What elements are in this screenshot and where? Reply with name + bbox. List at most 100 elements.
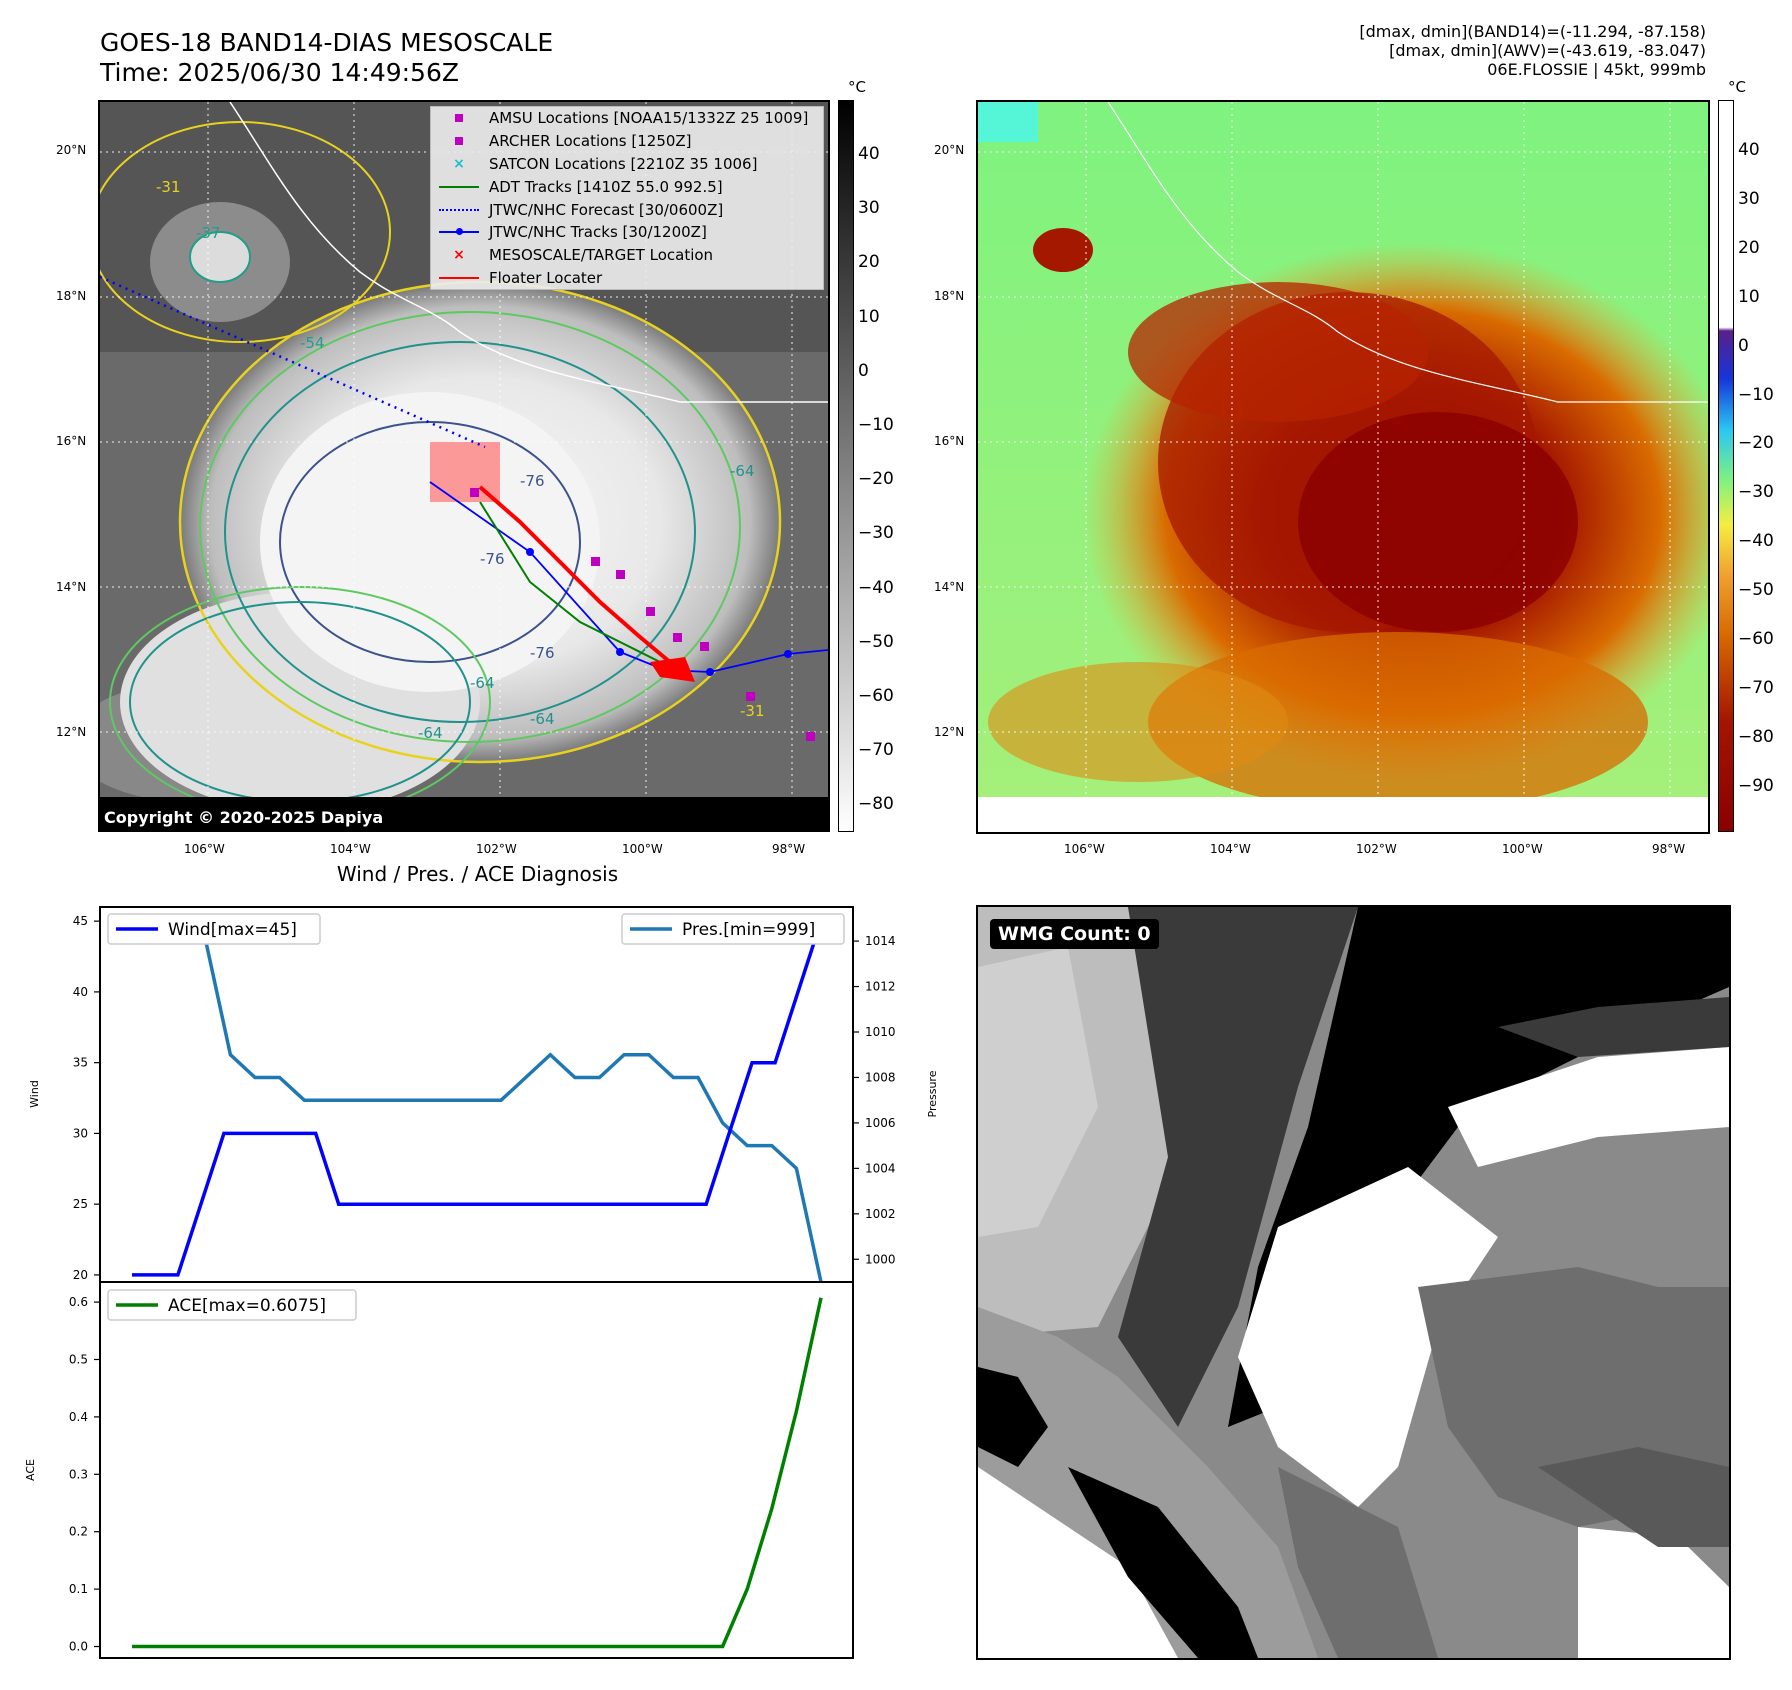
- lat-label: 12°N: [934, 725, 965, 739]
- pressure-legend-box: [621, 913, 845, 945]
- lat-label: 14°N: [934, 580, 965, 594]
- awv-colorbar-tick: −40: [1738, 531, 1774, 552]
- info-line2: [dmax, dmin](AWV)=(-43.619, -83.047): [1389, 41, 1706, 60]
- lon-label: 100°W: [622, 842, 663, 856]
- awv-colorbar-tick: −90: [1738, 775, 1774, 796]
- pressure-axis-tick-label: 1002: [865, 1207, 896, 1221]
- ace-axis-tick-label: 0.4: [69, 1410, 88, 1424]
- lat-label: 12°N: [56, 725, 87, 739]
- contour-label: -76: [530, 644, 555, 662]
- ir-colorbar-tick: 30: [858, 198, 880, 219]
- intensity-info: [dmax, dmin](BAND14)=(-11.294, -87.158) …: [1359, 22, 1706, 79]
- ace-axis-tick-label: 0.6: [69, 1295, 88, 1309]
- lon-label: 104°W: [1210, 842, 1251, 856]
- lon-label: 106°W: [1064, 842, 1105, 856]
- info-line3: 06E.FLOSSIE | 45kt, 999mb: [1487, 60, 1706, 79]
- ir-colorbar-tick: −10: [858, 415, 894, 435]
- wind-plot-frame: [99, 906, 854, 1283]
- lon-label: 98°W: [772, 842, 806, 856]
- contour-label: -76: [480, 550, 505, 568]
- pressure-axis-tick-label: 1000: [865, 1252, 896, 1266]
- legend-label: JTWC/NHC Forecast [30/0600Z]: [489, 200, 724, 219]
- awv-map-panel: [976, 100, 1710, 834]
- wmg-count-label: WMG Count: 0: [990, 919, 1159, 949]
- legend-entry: × MESOSCALE/TARGET Location: [453, 246, 714, 265]
- wind-axis-label: Wind: [28, 1080, 41, 1108]
- wind-axis-tick-label: 45: [73, 914, 88, 928]
- info-line1: [dmax, dmin](BAND14)=(-11.294, -87.158): [1359, 22, 1706, 41]
- ace-legend-label: ACE[max=0.6075]: [168, 1296, 326, 1316]
- lon-label: 106°W: [184, 842, 225, 856]
- contour-label: -64: [418, 724, 443, 742]
- wmg-image: [978, 907, 1729, 1658]
- pressure-axis-tick-label: 1008: [865, 1070, 896, 1084]
- ir-colorbar-tick: 0: [858, 360, 869, 381]
- title-line2: Time: 2025/06/30 14:49:56Z: [100, 58, 459, 87]
- pressure-axis-tick-label: 1006: [865, 1116, 896, 1130]
- ir-colorbar-tick: −30: [858, 523, 894, 544]
- wind-legend-box: [107, 913, 321, 945]
- ir-colorbar: [838, 100, 854, 832]
- ir-map-panel: Copyright © 2020-2025 Dapiya -31 -37 -54…: [98, 100, 830, 832]
- pressure-legend-label: Pres.[min=999]: [682, 920, 815, 940]
- ace-legend-box: [107, 1289, 357, 1321]
- wind-axis-tick-label: 20: [73, 1268, 88, 1282]
- ace-axis-tick-label: 0.0: [69, 1640, 88, 1654]
- wind-axis-tick-label: 30: [73, 1126, 88, 1140]
- contour-label: -54: [300, 334, 325, 352]
- awv-colorbar-tick: 20: [1738, 237, 1760, 258]
- lat-label: 16°N: [56, 434, 87, 448]
- awv-colorbar: [1718, 100, 1734, 832]
- legend-label: SATCON Locations [2210Z 35 1006]: [489, 154, 758, 173]
- lat-label: 20°N: [56, 143, 87, 157]
- ace-line: [132, 1297, 823, 1649]
- lat-label: 14°N: [56, 580, 87, 594]
- ace-plot: 0.6 0.5 0.4 0.3 0.2 0.1 0.0 ACE ACE[max=0.6075]: [24, 1281, 854, 1659]
- lon-label: 102°W: [476, 842, 517, 856]
- lat-label: 20°N: [934, 143, 965, 157]
- contour-label: -64: [730, 462, 755, 480]
- awv-map-image: [978, 102, 1708, 832]
- map-legend: AMSU Locations [NOAA15/1332Z 25 1009] AR…: [430, 106, 824, 291]
- ir-colorbar-unit: °C: [848, 78, 866, 96]
- contour-label: -76: [520, 472, 545, 490]
- legend-label: MESOSCALE/TARGET Location: [489, 246, 714, 265]
- awv-colorbar-tick: 0: [1738, 335, 1749, 356]
- ir-colorbar-tick: −50: [858, 631, 894, 652]
- awv-colorbar-unit: °C: [1728, 78, 1746, 96]
- ace-axis-tick-label: 0.1: [69, 1582, 88, 1596]
- lat-label: 18°N: [56, 289, 87, 303]
- ace-legend: ACE[max=0.6075]: [107, 1289, 357, 1321]
- ace-axis-tick-label: 0.2: [69, 1525, 88, 1539]
- lon-label: 104°W: [330, 842, 371, 856]
- lon-label: 100°W: [1502, 842, 1543, 856]
- ir-colorbar-tick: 20: [858, 252, 880, 273]
- awv-colorbar-tick: 30: [1738, 188, 1760, 209]
- wind-axis-tick-label: 40: [73, 985, 88, 999]
- wind-axis-tick-label: 25: [73, 1197, 88, 1211]
- wind-pressure-plot: 45 40 35 30 25 20 1014 1012 1010 1008 1006 1004 1002…: [28, 906, 939, 1283]
- legend-entry: ARCHER Locations [1250Z]: [431, 130, 823, 153]
- awv-colorbar-tick: 10: [1738, 286, 1760, 307]
- copyright-label: Copyright © 2020-2025 Dapiya: [104, 808, 384, 827]
- legend-label: Floater Locater: [489, 268, 603, 287]
- ir-colorbar-tick: −20: [858, 469, 894, 490]
- awv-colorbar-tick: −60: [1738, 629, 1774, 649]
- pressure-axis-tick-label: 1010: [865, 1025, 896, 1039]
- lon-label: 102°W: [1356, 842, 1397, 856]
- awv-colorbar-tick: −30: [1738, 482, 1774, 503]
- awv-colorbar-tick: −80: [1738, 726, 1774, 747]
- ace-axis-tick-label: 0.5: [69, 1352, 88, 1366]
- wmg-panel: WMG Count: 0: [976, 905, 1731, 1660]
- awv-colorbar-tick: −10: [1738, 384, 1774, 405]
- pressure-axis-tick-label: 1012: [865, 980, 896, 994]
- pressure-line: [132, 939, 823, 1283]
- contour-label: -31: [740, 702, 765, 720]
- ir-colorbar-tick: 10: [858, 306, 880, 327]
- pressure-axis-tick-label: 1014: [865, 934, 896, 948]
- contour-label: -64: [470, 674, 495, 692]
- ace-axis-tick-label: 0.3: [69, 1467, 88, 1481]
- awv-colorbar-tick: −50: [1738, 580, 1774, 601]
- legend-entry: ADT Tracks [1410Z 55.0 992.5]: [431, 175, 823, 198]
- wind-axis-tick-label: 35: [73, 1056, 88, 1070]
